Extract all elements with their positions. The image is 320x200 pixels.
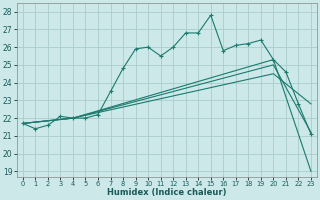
X-axis label: Humidex (Indice chaleur): Humidex (Indice chaleur) [107,188,227,197]
